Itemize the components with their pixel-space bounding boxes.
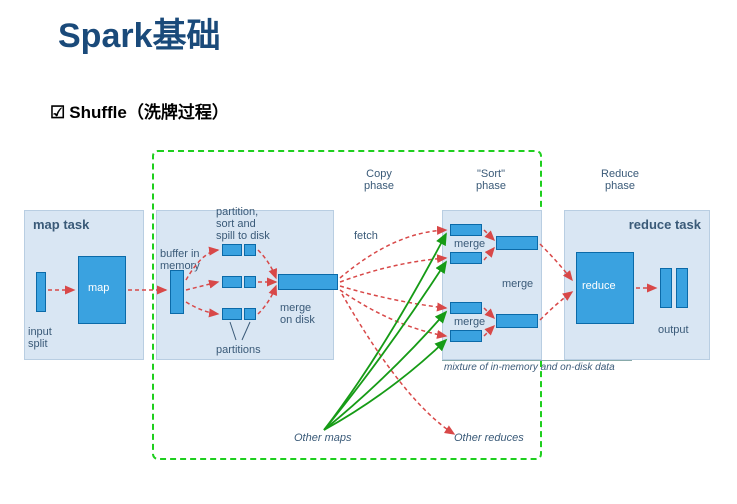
spill2b [244,276,256,288]
merge-disk-label: merge on disk [280,302,315,326]
merge2-label: merge [502,278,533,290]
partition-label: partition, sort and spill to disk [216,206,270,242]
fetch-label: fetch [354,230,378,242]
partitions-label: partitions [216,344,261,356]
subtitle-text: Shuffle（洗牌过程） [69,103,229,122]
reduce-phase-label: Reduce phase [590,168,650,192]
reduce-label: reduce [582,280,616,292]
sort-phase-label: "Sort" phase [466,168,516,192]
spill1a [222,244,242,256]
merge-in3 [450,302,482,314]
output-box1 [660,268,672,308]
buffer-label: buffer in memory [160,248,200,272]
merge-disk-box [278,274,338,290]
merge-out1 [496,236,538,250]
spill3b [244,308,256,320]
buffer-box [170,270,184,314]
output-box2 [676,268,688,308]
other-reduces-label: Other reduces [454,432,524,444]
mixture-bracket [442,360,632,361]
title-zh: 基础 [153,17,221,55]
copy-phase-label: Copy phase [354,168,404,192]
shuffle-diagram: Copy phase "Sort" phase Reduce phase map… [24,152,720,472]
merge3-label: merge [454,316,485,328]
title-en: Spark [58,17,153,55]
merge-in1 [450,224,482,236]
input-split-box [36,272,46,312]
spill1b [244,244,256,256]
merge1-label: merge [454,238,485,250]
merge-out2 [496,314,538,328]
map-task-header: map task [33,217,89,232]
checkbox-icon: ☑ [50,103,65,122]
page-title: Spark基础 [58,8,221,57]
input-split-label: input split [28,326,52,350]
reduce-task-header: reduce task [629,217,701,232]
other-maps-label: Other maps [294,432,351,444]
spill3a [222,308,242,320]
subtitle: ☑Shuffle（洗牌过程） [50,98,229,123]
map-label: map [88,282,109,294]
mixture-label: mixture of in-memory and on-disk data [444,362,615,373]
merge-in4 [450,330,482,342]
spill2a [222,276,242,288]
merge-in2 [450,252,482,264]
output-label: output [658,324,689,336]
